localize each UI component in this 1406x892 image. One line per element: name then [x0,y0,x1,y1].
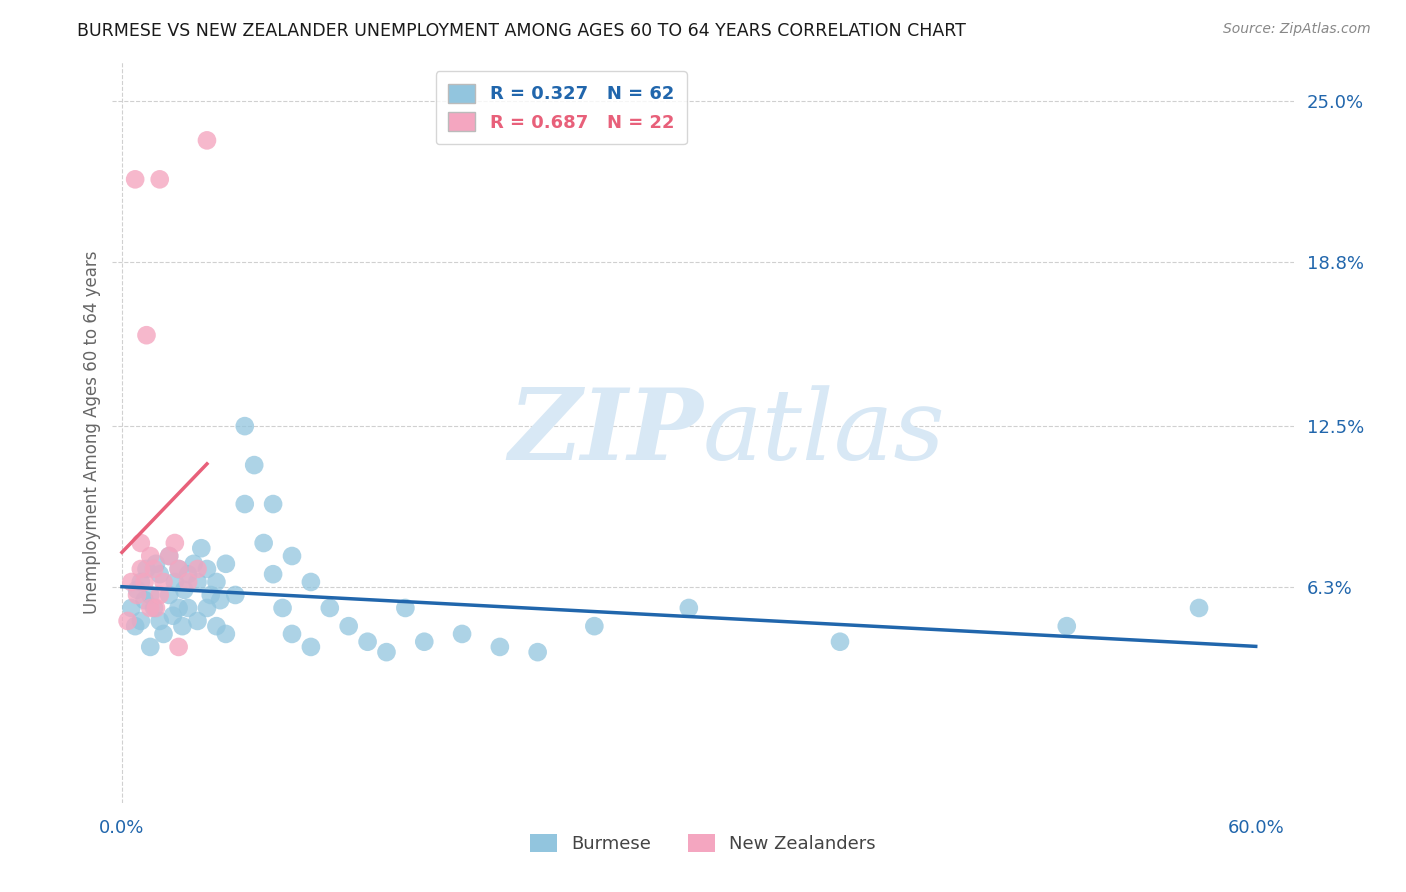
Point [120,574,142,589]
Point [186,614,208,628]
Legend: Burmese, New Zealanders: Burmese, New Zealanders [523,827,883,861]
Point [177,574,200,589]
Point [152,627,174,641]
Y-axis label: Unemployment Among Ages 60 to 64 years: Unemployment Among Ages 60 to 64 years [83,251,101,615]
Point [205,619,228,633]
Point [129,614,152,628]
Point [152,574,174,589]
Point [134,574,156,589]
Point [149,614,172,628]
Point [124,172,146,186]
Point [157,588,180,602]
Point [489,640,512,654]
Point [139,549,162,563]
Point [162,608,184,623]
Point [451,627,474,641]
Point [149,588,172,602]
Point [828,634,851,648]
Point [678,601,700,615]
Point [125,588,148,602]
Point [167,640,190,654]
Point [117,614,139,628]
Point [143,562,166,576]
Point [139,588,162,602]
Point [356,634,378,648]
Point [139,601,162,615]
Point [145,601,167,615]
Point [163,536,186,550]
Point [195,562,218,576]
Point [190,541,212,556]
Point [149,172,172,186]
Point [139,640,162,654]
Text: BURMESE VS NEW ZEALANDER UNEMPLOYMENT AMONG AGES 60 TO 64 YEARS CORRELATION CHAR: BURMESE VS NEW ZEALANDER UNEMPLOYMENT AM… [77,22,966,40]
Point [157,549,180,563]
Point [124,619,146,633]
Point [1188,601,1211,615]
Point [271,601,294,615]
Point [195,133,218,147]
Point [167,562,190,576]
Point [583,619,606,633]
Point [375,645,398,659]
Point [526,645,548,659]
Point [177,567,200,582]
Point [394,601,416,615]
Point [337,619,360,633]
Point [186,574,208,589]
Point [319,601,342,615]
Point [120,601,142,615]
Point [129,536,152,550]
Point [129,574,152,589]
Point [209,593,232,607]
Point [145,557,167,571]
Point [167,601,190,615]
Point [173,582,195,597]
Point [233,419,256,434]
Point [143,601,166,615]
Point [200,588,222,602]
Point [163,574,186,589]
Point [157,549,180,563]
Text: Source: ZipAtlas.com: Source: ZipAtlas.com [1223,22,1371,37]
Point [243,458,266,472]
Point [149,567,172,582]
Point [262,567,284,582]
Point [134,593,156,607]
Point [281,549,304,563]
Point [177,601,200,615]
Point [262,497,284,511]
Point [135,562,157,576]
Point [299,640,322,654]
Point [205,574,228,589]
Point [183,557,205,571]
Point [167,562,190,576]
Text: ZIP: ZIP [508,384,703,481]
Point [215,627,238,641]
Point [253,536,276,550]
Point [129,562,152,576]
Point [186,562,208,576]
Point [195,601,218,615]
Point [224,588,246,602]
Point [413,634,436,648]
Point [215,557,238,571]
Point [281,627,304,641]
Point [172,619,194,633]
Point [1056,619,1078,633]
Point [233,497,256,511]
Point [135,328,157,343]
Text: atlas: atlas [703,385,946,480]
Point [125,582,148,597]
Point [299,574,322,589]
